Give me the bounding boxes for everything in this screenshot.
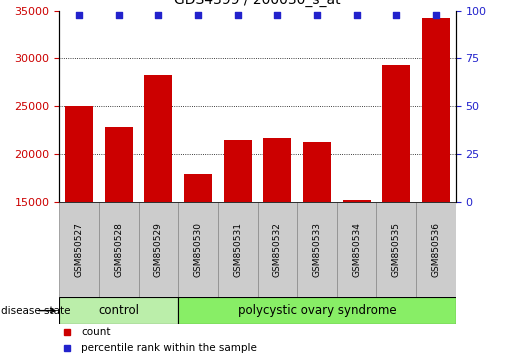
Point (194, 12, 202, 18)
FancyBboxPatch shape (139, 202, 178, 297)
Point (392, 12, 401, 18)
Bar (224, 139, 251, 345)
FancyBboxPatch shape (99, 202, 139, 297)
Point (313, 12, 321, 18)
Text: disease state: disease state (1, 306, 71, 316)
Point (432, 12, 440, 18)
Text: GSM850534: GSM850534 (352, 222, 361, 277)
Point (234, 12, 242, 18)
Text: GSM850536: GSM850536 (432, 222, 440, 277)
FancyBboxPatch shape (218, 202, 258, 297)
Point (154, 12, 163, 18)
Bar (303, 142, 331, 345)
FancyBboxPatch shape (178, 297, 456, 324)
FancyBboxPatch shape (59, 202, 99, 297)
Text: count: count (81, 327, 111, 337)
Bar (145, 75, 172, 345)
Point (352, 12, 360, 18)
Text: GSM850528: GSM850528 (114, 222, 123, 277)
Title: GDS4399 / 200030_s_at: GDS4399 / 200030_s_at (174, 0, 341, 7)
FancyBboxPatch shape (376, 202, 416, 297)
Point (75, 12, 83, 18)
Point (273, 12, 281, 18)
Text: GSM850529: GSM850529 (154, 222, 163, 277)
Bar (105, 127, 132, 345)
Text: GSM850532: GSM850532 (273, 222, 282, 277)
Bar (184, 174, 212, 345)
Bar (343, 200, 370, 345)
Text: control: control (98, 304, 139, 317)
FancyBboxPatch shape (178, 202, 218, 297)
FancyBboxPatch shape (297, 202, 337, 297)
Text: GSM850535: GSM850535 (392, 222, 401, 277)
Point (114, 12, 123, 18)
Text: GSM850530: GSM850530 (194, 222, 202, 277)
Text: GSM850531: GSM850531 (233, 222, 242, 277)
Text: polycystic ovary syndrome: polycystic ovary syndrome (237, 304, 397, 317)
Bar (422, 18, 450, 345)
Bar (65, 106, 93, 345)
Text: GSM850533: GSM850533 (313, 222, 321, 277)
FancyBboxPatch shape (258, 202, 297, 297)
FancyBboxPatch shape (416, 202, 456, 297)
Bar (264, 138, 291, 345)
FancyBboxPatch shape (59, 297, 178, 324)
FancyBboxPatch shape (337, 202, 376, 297)
Text: GSM850527: GSM850527 (75, 222, 83, 277)
Bar (383, 65, 410, 345)
Text: percentile rank within the sample: percentile rank within the sample (81, 343, 257, 353)
